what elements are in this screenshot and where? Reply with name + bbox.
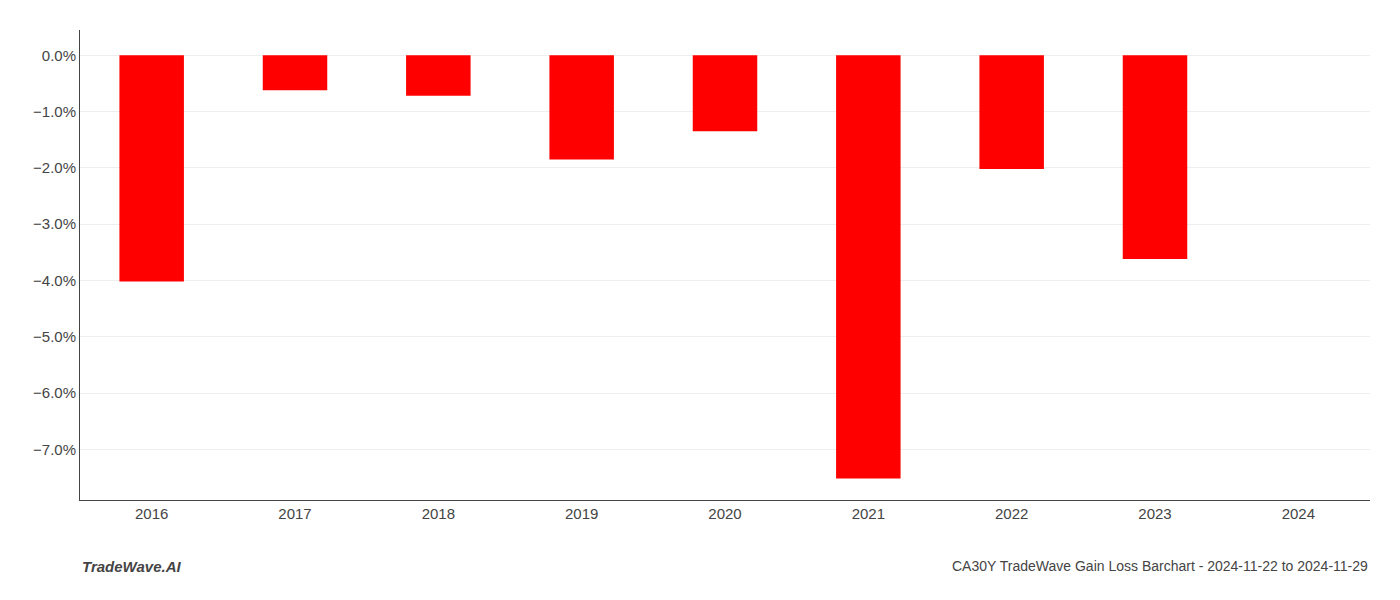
svg-text:−4.0%: −4.0% (33, 272, 76, 289)
svg-text:2017: 2017 (278, 505, 311, 522)
svg-text:2019: 2019 (565, 505, 598, 522)
svg-text:−1.0%: −1.0% (33, 103, 76, 120)
svg-text:−3.0%: −3.0% (33, 215, 76, 232)
svg-text:2023: 2023 (1138, 505, 1171, 522)
svg-text:CA30Y TradeWave Gain Loss Barc: CA30Y TradeWave Gain Loss Barchart - 202… (952, 558, 1368, 574)
svg-text:−2.0%: −2.0% (33, 159, 76, 176)
svg-text:2024: 2024 (1282, 505, 1315, 522)
svg-text:2018: 2018 (422, 505, 455, 522)
svg-text:2021: 2021 (852, 505, 885, 522)
svg-text:2016: 2016 (135, 505, 168, 522)
svg-text:−5.0%: −5.0% (33, 328, 76, 345)
svg-text:2022: 2022 (995, 505, 1028, 522)
svg-text:TradeWave.AI: TradeWave.AI (82, 558, 181, 575)
svg-text:2020: 2020 (708, 505, 741, 522)
svg-text:0.0%: 0.0% (42, 47, 76, 64)
svg-text:−6.0%: −6.0% (33, 384, 76, 401)
svg-text:−7.0%: −7.0% (33, 441, 76, 458)
